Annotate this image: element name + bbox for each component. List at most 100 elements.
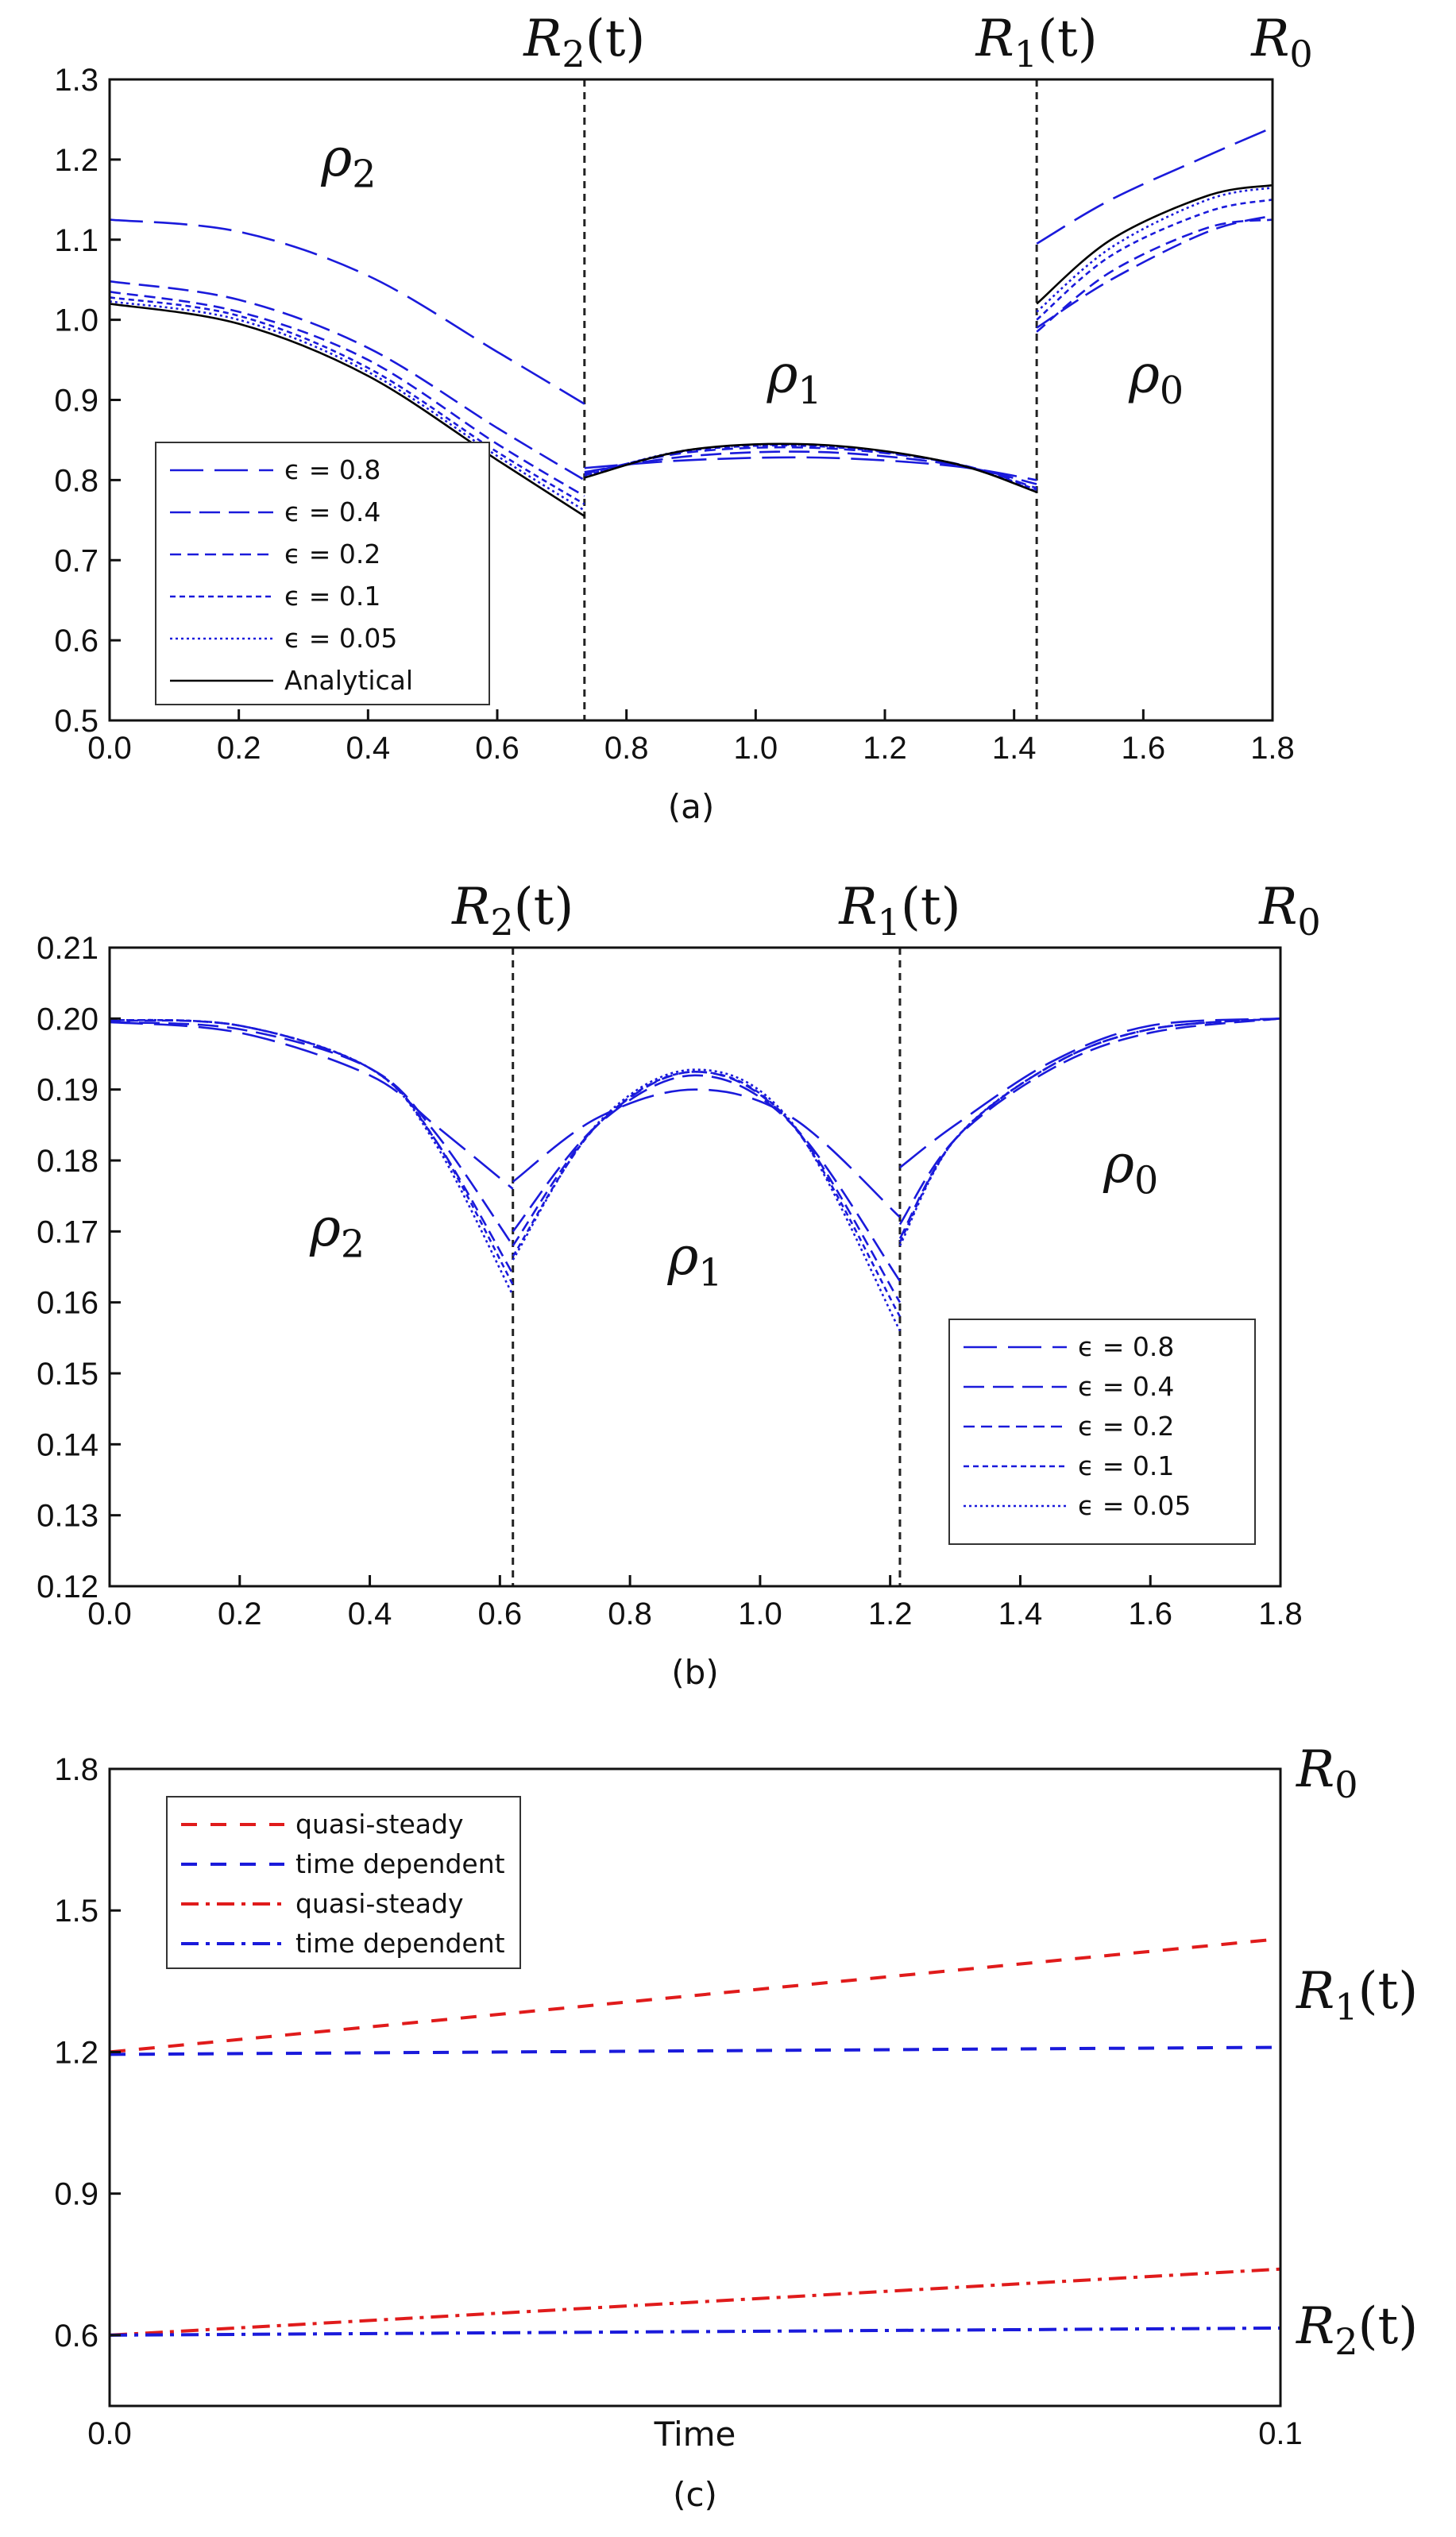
interface-label-R0: R0 [1258, 878, 1321, 944]
legend-label: Analytical [284, 665, 413, 696]
series-1-segment-0 [110, 280, 585, 481]
y-tick-label: 0.17 [37, 1214, 98, 1249]
legend: ϵ = 0.8 ϵ = 0.4 ϵ = 0.2 ϵ = 0.1 ϵ = 0.05 [948, 1319, 1256, 1545]
series-2-segment-2 [898, 1018, 1280, 1239]
panel-caption: (c) [673, 2475, 717, 2514]
y-tick-label: 1.0 [54, 303, 98, 338]
plot-area [110, 1937, 1280, 2337]
series-0-segment-2 [899, 1018, 1280, 1168]
series-5-segment-2 [1036, 183, 1273, 305]
panel-caption: (b) [671, 1653, 718, 1692]
series-2-segment-0 [110, 291, 585, 497]
series-3-segment-2 [1036, 199, 1273, 321]
y-tick-label: 0.18 [37, 1144, 98, 1179]
x-tick-label: 0.0 [87, 1597, 132, 1631]
x-tick-label: 0.8 [604, 731, 649, 766]
x-tick-label: 1.0 [734, 731, 778, 766]
legend-label: ϵ = 0.8 [1078, 1331, 1174, 1362]
series-0-segment-1 [584, 456, 1037, 481]
panel-a-chart: R2(t) R1(t) R0 ρ2 ρ1 ρ0 0.0 0.2 0.4 0.6 0.8 1.0 1.2 1… [54, 10, 1312, 826]
y-tick-label: 1.2 [54, 2035, 98, 2070]
x-tick-label: 1.8 [1250, 731, 1295, 766]
region-label-ρ1: ρ1 [666, 1226, 722, 1296]
y-tick-label: 1.8 [54, 1752, 98, 1787]
x-tick-label: 0.2 [217, 731, 261, 766]
series-1-segment-1 [512, 1074, 902, 1282]
series-0-segment-1 [512, 1088, 901, 1218]
series-0-segment-0 [110, 1937, 1280, 2054]
x-tick-label: 1.0 [738, 1597, 782, 1631]
panel-c-chart: R0 R1(t) R2(t) 0.0 0.1 0.6 0.9 1.2 1.5 1.8 Time (c)… [54, 1740, 1418, 2514]
y-tick-label: 1.1 [54, 223, 98, 258]
y-tick-label: 0.12 [37, 1570, 98, 1604]
axes-frame [108, 1767, 1282, 2408]
series-3-segment-2 [898, 1018, 1280, 1243]
y-tick-label: 0.6 [54, 624, 98, 658]
region-label-ρ0: ρ0 [1128, 343, 1184, 413]
y-tick-label: 0.9 [54, 384, 98, 419]
x-tick-label: 1.4 [998, 1597, 1043, 1631]
panel-caption: (a) [668, 787, 715, 826]
legend-label: ϵ = 0.2 [284, 539, 380, 570]
x-tick-label: 0.6 [478, 1597, 523, 1631]
series-0-segment-0 [110, 218, 585, 405]
interface-label-R2: R2(t) [451, 878, 574, 944]
x-tick-label: 0.1 [1258, 2416, 1303, 2451]
interface-label-R0: R0 [1250, 10, 1313, 75]
legend-label: time dependent [295, 1928, 505, 1959]
y-tick-label: 1.3 [54, 63, 98, 98]
legend: ϵ = 0.8 ϵ = 0.4 ϵ = 0.2 ϵ = 0.1 ϵ = 0.05 Anal… [155, 442, 490, 705]
right-label-R0: R0 [1296, 1740, 1358, 1806]
x-tick-label: 1.6 [1122, 731, 1166, 766]
y-tick-label: 0.13 [37, 1499, 98, 1534]
y-tick-label: 0.8 [54, 463, 98, 498]
series-0-segment-0 [110, 1021, 514, 1190]
legend-label: ϵ = 0.4 [284, 496, 380, 527]
interface-label-R1: R1(t) [838, 878, 960, 944]
legend-label: ϵ = 0.8 [284, 454, 380, 485]
y-tick-label: 1.5 [54, 1894, 98, 1929]
x-tick-label: 0.8 [608, 1597, 652, 1631]
series-3-segment-0 [110, 296, 585, 505]
series-2-segment-0 [110, 2267, 1280, 2337]
legend-label: ϵ = 0.4 [1078, 1371, 1174, 1402]
x-tick-label: 0.4 [346, 731, 391, 766]
series-2-segment-2 [1036, 218, 1273, 333]
x-tick-label: 0.0 [87, 731, 132, 766]
x-tick-label: 0.2 [218, 1597, 262, 1631]
legend-label: ϵ = 0.05 [284, 623, 397, 654]
axes-frame [108, 946, 1282, 1588]
x-tick-label: 1.8 [1258, 1597, 1303, 1631]
x-tick-label: 1.2 [868, 1597, 913, 1631]
y-tick-label: 0.6 [54, 2319, 98, 2354]
legend-label: time dependent [295, 1848, 505, 1879]
series-2-segment-1 [512, 1071, 902, 1303]
region-label-ρ2: ρ2 [320, 127, 376, 197]
x-tick-label: 1.4 [992, 731, 1037, 766]
series-0-segment-2 [1036, 126, 1273, 245]
interface-label-R1: R1(t) [975, 10, 1098, 75]
right-label-R1: R1(t) [1296, 1962, 1418, 2028]
y-tick-label: 0.14 [37, 1427, 98, 1462]
plot-area [110, 1018, 1280, 1331]
y-tick-label: 0.9 [54, 2177, 98, 2212]
y-tick-label: 0.5 [54, 704, 98, 739]
series-4-segment-1 [512, 1068, 902, 1331]
y-tick-label: 0.20 [37, 1002, 98, 1037]
region-label-ρ0: ρ0 [1103, 1133, 1158, 1203]
series-5-segment-1 [584, 442, 1037, 493]
legend-label: quasi-steady [295, 1888, 464, 1919]
y-tick-label: 0.19 [37, 1073, 98, 1108]
legend-box [155, 442, 490, 705]
legend-label: ϵ = 0.2 [1078, 1411, 1174, 1442]
series-1-segment-2 [898, 1018, 1280, 1226]
region-label-ρ2: ρ2 [309, 1197, 365, 1267]
y-tick-label: 0.7 [54, 543, 98, 578]
plot-area [110, 126, 1273, 517]
x-tick-label: 0.4 [348, 1597, 392, 1631]
series-4-segment-2 [898, 1018, 1280, 1246]
y-tick-label: 0.16 [37, 1286, 98, 1321]
legend-label: ϵ = 0.05 [1078, 1490, 1191, 1521]
x-axis-label: Time [654, 2415, 736, 2454]
